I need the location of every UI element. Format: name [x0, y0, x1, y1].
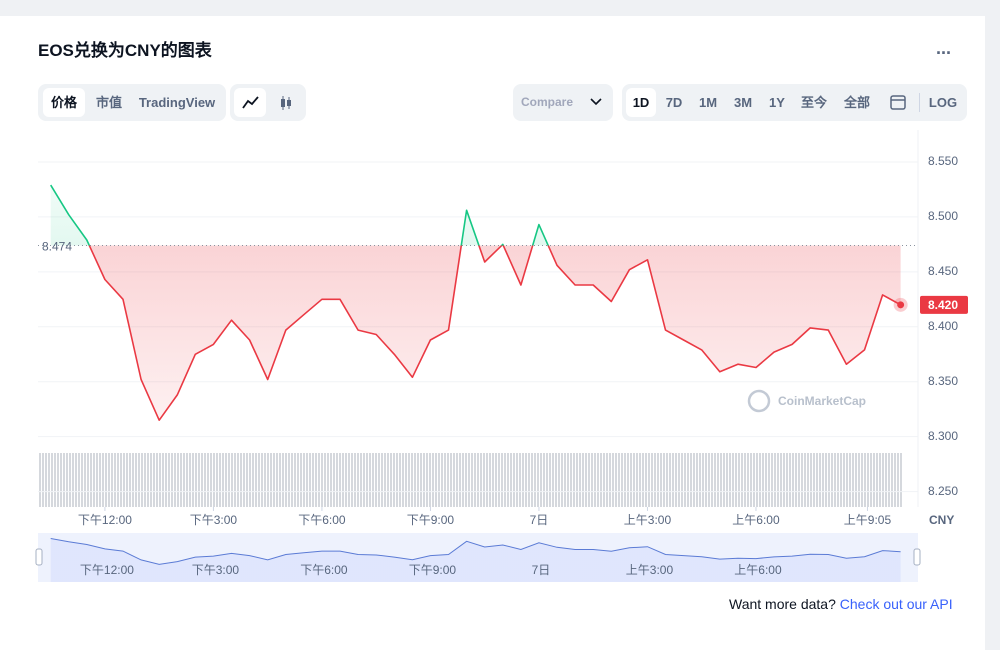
menu[interactable]: ...: [936, 38, 952, 58]
x-tick-label: 下午3:00: [190, 513, 238, 527]
tab[interactable]: 市值: [95, 95, 122, 110]
navigator-handle: [913, 548, 921, 566]
y-tick-label: 8.550: [928, 154, 958, 168]
y-tick-label: 8.250: [928, 484, 958, 498]
navigator-label: 下午6:00: [300, 563, 348, 577]
volume-bars: [38, 453, 902, 507]
last-dot: [897, 301, 905, 309]
range[interactable]: 7D: [665, 95, 683, 110]
watermark-logo: [747, 389, 771, 413]
log-toggle[interactable]: LOG: [928, 95, 958, 110]
navigator-label: 上午6:00: [734, 563, 782, 577]
icon: [242, 96, 259, 109]
compare-label: Compare: [521, 95, 574, 109]
navigator-label: 下午12:00: [80, 563, 134, 577]
navigator-label: 上午3:00: [626, 563, 674, 577]
watermark: CoinMarketCap: [778, 394, 866, 408]
line-icon[interactable]: [234, 88, 266, 117]
reference-label: 8.474: [42, 240, 72, 254]
last-price-label: 8.420: [928, 298, 958, 312]
area: [50, 185, 901, 421]
x-tick-label: 上午3:00: [624, 513, 672, 527]
range[interactable]: 至今: [800, 95, 827, 110]
y-tick-label: 8.300: [928, 429, 958, 443]
tab[interactable]: TradingView: [138, 95, 216, 110]
price-line: [50, 184, 901, 421]
y-tick-label: 8.350: [928, 374, 958, 388]
icon: [281, 96, 291, 110]
range[interactable]: 全部: [843, 95, 870, 110]
range[interactable]: 3M: [733, 95, 753, 110]
icon: [890, 95, 906, 110]
tab[interactable]: 价格: [43, 88, 85, 117]
footer-text: Want more data? Check out our API: [729, 596, 953, 612]
x-tick-label: 上午9:05: [844, 513, 892, 527]
y-tick-label: 8.500: [928, 209, 958, 223]
y-tick-label: 8.400: [928, 319, 958, 333]
api-link[interactable]: Check out our API: [839, 596, 953, 612]
y-tick-label: 8.450: [928, 264, 958, 278]
range-group: 1D 7D 1M 3M 1Y 至今 全部 LOG: [622, 84, 967, 121]
navigator-area: [50, 538, 901, 582]
x-tick-label: 下午9:00: [407, 513, 455, 527]
x-tick-label: 下午12:00: [78, 513, 132, 527]
x-tick-label: 下午6:00: [298, 513, 346, 527]
range[interactable]: 1D: [626, 88, 656, 117]
footer-label: Want more data?: [729, 596, 836, 612]
range[interactable]: 1M: [698, 95, 718, 110]
x-tick-label: 上午6:00: [732, 513, 780, 527]
y-unit: CNY: [929, 513, 954, 527]
tab-group: 价格 市值 TradingView: [38, 84, 226, 121]
navigator-line: [50, 538, 901, 565]
candle-icon[interactable]: [270, 88, 302, 117]
navigator-label: 下午3:00: [192, 563, 240, 577]
chart-type-group: [230, 84, 306, 121]
calendar[interactable]: [884, 88, 912, 117]
navigator-label: 下午9:00: [409, 563, 457, 577]
divider: [919, 93, 920, 112]
x-tick-label: 7日: [530, 513, 549, 527]
title: EOS兑换为CNY的图表: [38, 41, 212, 60]
last-price-box: [920, 295, 968, 314]
navigator-handle: [35, 548, 43, 566]
navigator-label: 7日: [532, 563, 551, 577]
chevron: [590, 98, 602, 106]
range[interactable]: 1Y: [769, 95, 785, 110]
compare[interactable]: Compare: [513, 84, 613, 121]
